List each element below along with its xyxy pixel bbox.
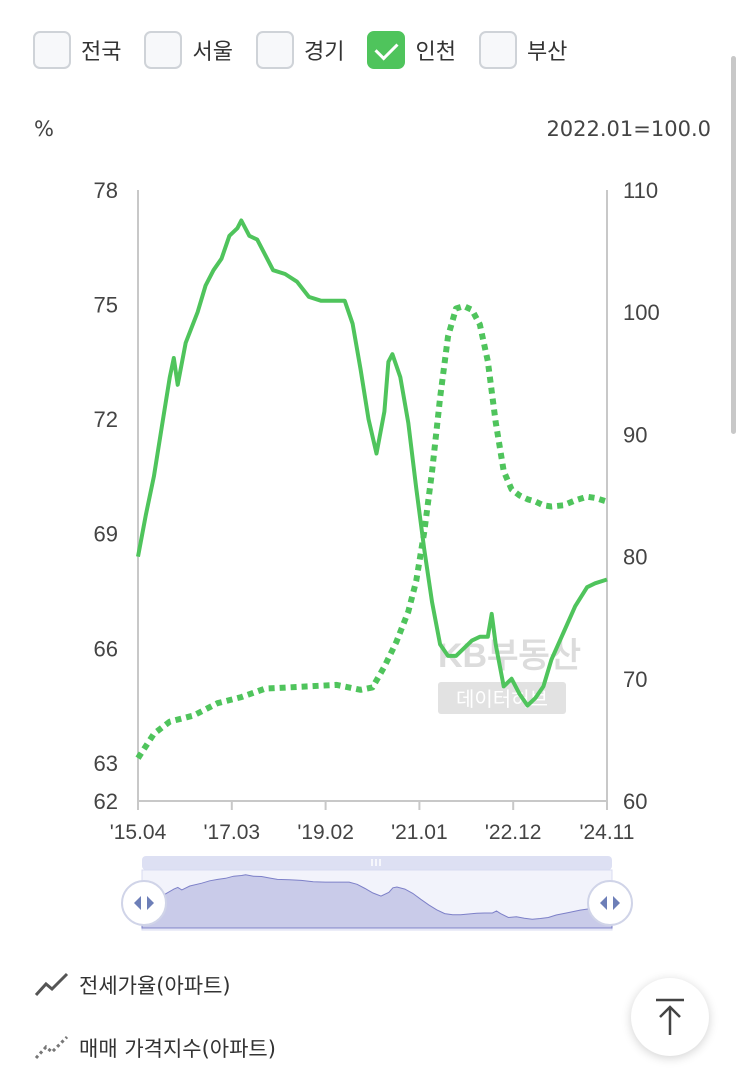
filter-label: 서울 bbox=[192, 40, 233, 65]
legend-item-jeonse[interactable]: 전세가율(아파트) bbox=[33, 970, 231, 1000]
filter-label: 경기 bbox=[303, 40, 345, 65]
watermark: KB부동산 데이터허브 bbox=[438, 637, 581, 714]
checkbox-nationwide[interactable] bbox=[33, 31, 71, 69]
x-tick-labels: '15.04 '17.03 '19.02 '21.01 '22.12 '24.11 bbox=[110, 801, 635, 844]
right-tick-label: 80 bbox=[623, 545, 647, 570]
filter-label: 전국 bbox=[81, 40, 122, 65]
x-tick-label: '15.04 bbox=[110, 821, 167, 844]
filter-busan[interactable]: 부산 bbox=[478, 31, 568, 69]
navigator-top-bar bbox=[142, 856, 612, 870]
checkbox-gyeonggi[interactable] bbox=[255, 31, 294, 69]
right-tick-label: 60 bbox=[623, 789, 647, 814]
right-tick-label: 70 bbox=[623, 667, 647, 692]
legend-label-jeonse: 전세가율(아파트) bbox=[79, 974, 231, 998]
x-tick-label: '21.01 bbox=[391, 821, 448, 844]
filter-nationwide[interactable]: 전국 bbox=[33, 31, 121, 69]
x-tick-label: '19.02 bbox=[297, 821, 354, 844]
filter-label: 부산 bbox=[526, 40, 568, 65]
range-navigator[interactable] bbox=[121, 856, 633, 931]
solid-line-legend-icon bbox=[34, 972, 69, 997]
navigator-left-handle[interactable] bbox=[121, 880, 167, 926]
jeonse-ratio-line bbox=[136, 218, 608, 708]
x-tick-label: '24.11 bbox=[579, 821, 634, 844]
filter-label: 인천 bbox=[415, 40, 456, 65]
x-tick-label: '22.12 bbox=[485, 821, 542, 844]
left-axis-unit: % bbox=[34, 117, 54, 141]
arrow-up-icon bbox=[656, 998, 684, 1035]
checkbox-busan[interactable] bbox=[478, 31, 517, 69]
right-tick-label: 100 bbox=[623, 300, 660, 325]
scroll-to-top-button[interactable] bbox=[631, 978, 709, 1056]
page-scrollbar[interactable] bbox=[731, 56, 736, 434]
left-tick-label: 62 bbox=[94, 789, 118, 814]
navigator-right-handle[interactable] bbox=[587, 880, 633, 926]
navigator-grip-icon bbox=[371, 859, 381, 866]
filter-incheon[interactable]: 인천 bbox=[367, 31, 456, 69]
left-tick-label: 72 bbox=[94, 407, 118, 432]
legend-label-price: 매매 가격지수(아파트) bbox=[79, 1037, 276, 1061]
filter-seoul[interactable]: 서울 bbox=[144, 31, 233, 69]
right-tick-labels: 110 100 90 80 70 60 bbox=[623, 178, 660, 814]
left-tick-label: 66 bbox=[94, 636, 118, 661]
left-tick-label: 69 bbox=[94, 522, 118, 547]
checkbox-incheon[interactable] bbox=[367, 31, 406, 69]
x-tick-label: '17.03 bbox=[204, 821, 261, 844]
right-tick-label: 90 bbox=[623, 422, 647, 447]
filter-gyeonggi[interactable]: 경기 bbox=[255, 31, 345, 69]
watermark-badge bbox=[438, 682, 566, 714]
legend-item-price[interactable]: 매매 가격지수(아파트) bbox=[33, 1033, 276, 1063]
navigator-area bbox=[141, 874, 613, 929]
left-tick-label: 78 bbox=[94, 178, 118, 203]
check-icon bbox=[374, 36, 399, 61]
region-filters: 전국 서울 경기 인천 부산 bbox=[33, 31, 590, 69]
dotted-line-legend-icon bbox=[34, 1035, 69, 1060]
left-tick-label: 75 bbox=[94, 293, 118, 318]
left-tick-labels: 78 75 72 69 66 63 62 bbox=[94, 178, 118, 814]
series-layer bbox=[135, 218, 608, 760]
chart: KB부동산 데이터허브 78 75 72 69 66 63 62 110 100 90 80 70 6… bbox=[94, 178, 660, 931]
right-tick-label: 110 bbox=[623, 178, 658, 203]
checkbox-seoul[interactable] bbox=[144, 31, 183, 69]
right-axis-unit: 2022.01=100.0 bbox=[546, 117, 711, 141]
left-tick-label: 63 bbox=[94, 751, 118, 776]
sale-price-index-line bbox=[135, 303, 608, 760]
